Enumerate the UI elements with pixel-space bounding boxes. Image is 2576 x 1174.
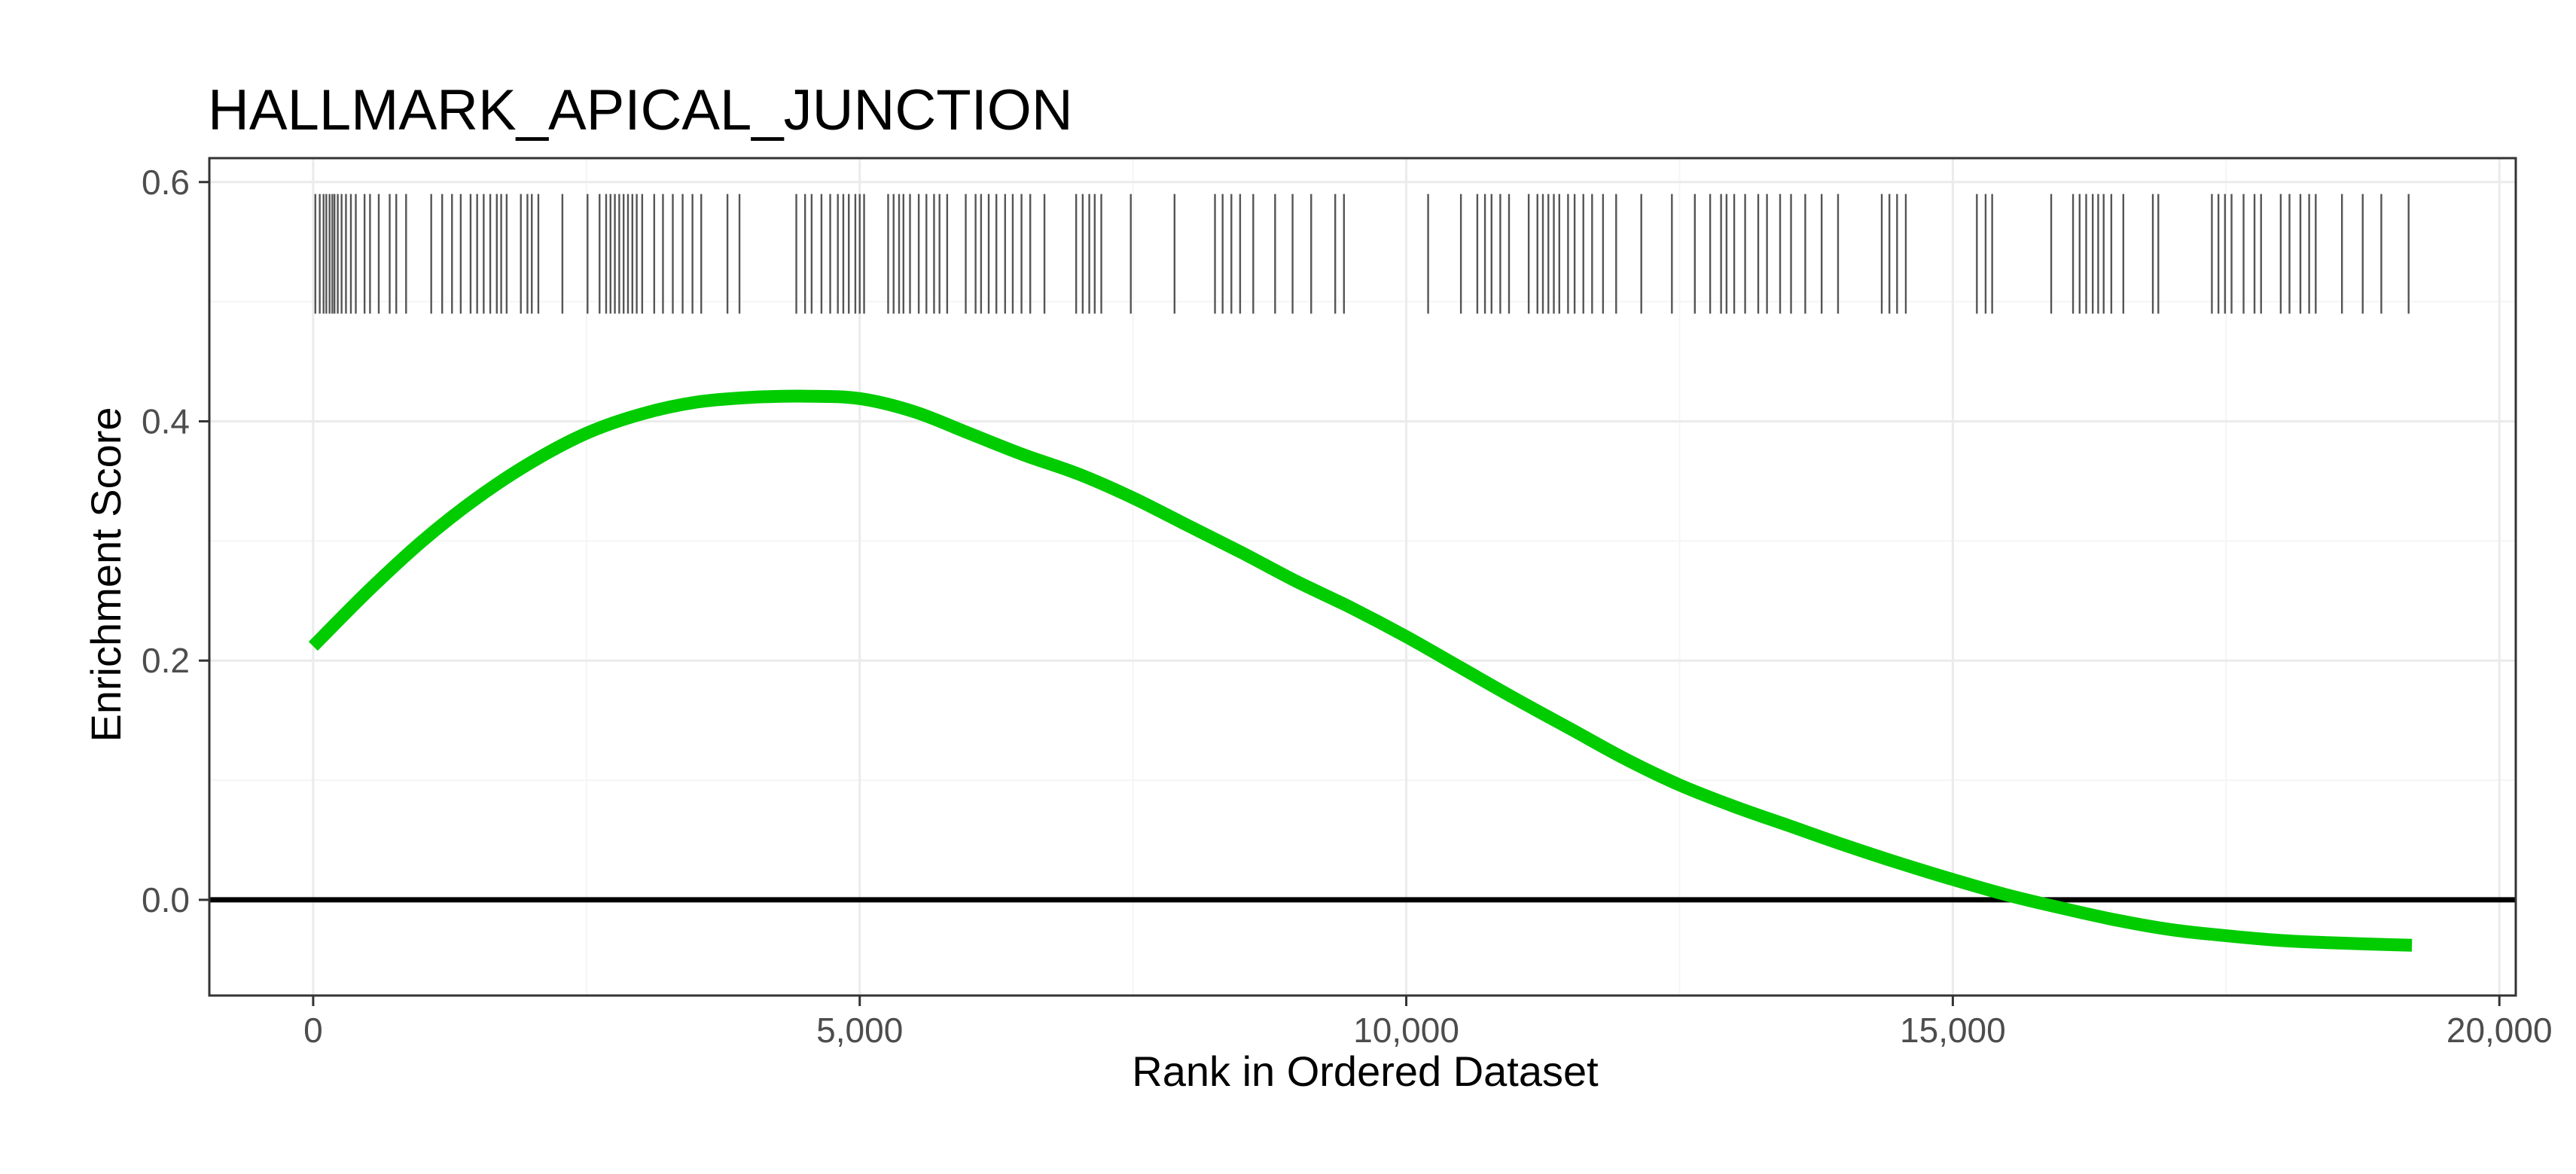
series-layer: [308, 389, 2413, 952]
y-axis-title: Enrichment Score: [82, 407, 130, 742]
y-tick-label: 0.6: [142, 163, 190, 202]
y-tick-label: 0.2: [142, 641, 190, 680]
x-axis-title: Rank in Ordered Dataset: [1132, 1047, 1599, 1095]
gene-hit-marks: [314, 194, 2410, 314]
enrichment-score-line: [308, 389, 2413, 952]
x-tick-label: 10,000: [1353, 1011, 1459, 1050]
x-axis: 0 5,000 10,000 15,000 20,000: [303, 996, 2553, 1050]
x-tick-label: 15,000: [1900, 1011, 2006, 1050]
grid-layer: [209, 158, 2516, 996]
y-axis: 0.0 0.2 0.4 0.6: [142, 163, 209, 919]
x-tick-label: 20,000: [2446, 1011, 2553, 1050]
panel-border: [208, 157, 2517, 997]
y-tick-label: 0.0: [142, 880, 190, 919]
y-tick-label: 0.4: [142, 401, 190, 441]
x-tick-label: 5,000: [816, 1011, 903, 1050]
chart-title: HALLMARK_APICAL_JUNCTION: [208, 78, 1073, 142]
x-tick-label: 0: [303, 1011, 323, 1050]
